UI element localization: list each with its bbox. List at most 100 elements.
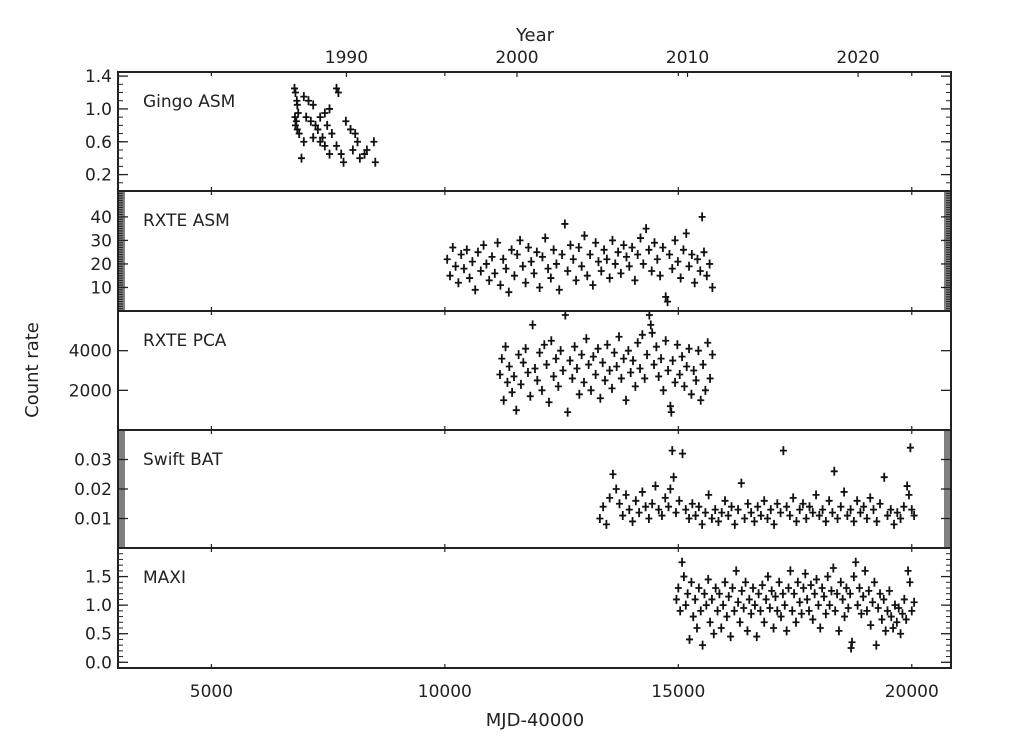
data-point [872,640,880,650]
data-point [635,508,643,518]
data-point [639,259,647,269]
data-point [354,137,362,147]
data-point [629,356,637,366]
data-point [825,496,833,506]
data-point [783,626,791,636]
data-point [599,502,607,512]
data-point [669,356,677,366]
data-point [671,377,679,387]
data-point [613,362,621,372]
data-point [620,354,628,364]
data-point [679,245,687,255]
data-point [846,589,854,599]
data-point [794,577,802,587]
data-point [614,247,622,257]
panel-label: Swift BAT [143,450,223,470]
data-point [876,499,884,509]
data-point [900,594,908,604]
data-point [905,490,913,500]
panel-rxte-pca: 2000 4000 RXTE PCA [69,310,952,431]
data-point [883,606,891,616]
data-point [629,516,637,526]
data-point [728,583,736,593]
data-point [679,449,687,459]
data-point [734,597,742,607]
data-point [670,472,678,482]
data-point [672,508,680,518]
data-point [680,572,688,582]
data-point [676,369,684,379]
data-point [454,278,462,288]
data-point [847,643,855,653]
data-point [496,369,504,379]
data-point [499,254,507,264]
data-point [647,320,655,330]
data-point [878,614,886,624]
data-point [850,516,858,526]
data-point [606,366,614,375]
data-point [781,600,789,610]
data-point [839,594,847,604]
data-point [661,493,669,503]
data-point [700,247,708,257]
data-point [887,612,895,622]
data-point [628,242,636,252]
y-tick-label: 10 [90,278,112,298]
data-point [668,446,676,456]
data-point [866,493,874,503]
data-point [818,583,826,593]
data-point [687,577,695,587]
data-point [728,502,736,512]
y-tick-label: 0.0 [85,653,112,673]
data-point [650,360,658,370]
data-point [293,100,301,110]
data-point [685,514,693,523]
data-point [643,350,651,360]
data-point [687,389,695,399]
data-point [558,250,566,260]
data-point [895,603,903,613]
top-tick-label: 2020 [836,48,879,68]
data-point [674,583,682,593]
data-point [900,502,908,512]
data-point [725,592,733,602]
data-point [785,583,793,593]
data-point [449,242,457,252]
data-point [302,112,310,122]
data-point [510,371,518,381]
data-point [452,261,460,271]
data-point [608,235,616,245]
data-point [816,623,824,633]
data-point [777,612,785,622]
data-point [460,264,468,274]
data-point [300,92,308,102]
data-point [853,496,861,506]
data-point [446,271,454,281]
data-point [684,589,692,599]
y-tick-label: 0.5 [85,625,112,645]
data-point [594,344,602,354]
data-point [636,233,644,243]
data-point [510,271,518,281]
data-point [466,273,474,283]
data-point [612,484,620,494]
data-point [738,586,746,596]
data-point [370,137,378,147]
data-point [843,511,851,521]
data-point [516,235,524,245]
data-point [468,257,476,267]
data-point [620,240,628,250]
data-point [721,496,729,506]
data-point [566,240,574,250]
data-point [766,603,774,613]
data-point [732,566,740,576]
data-point [767,505,775,515]
data-point [538,385,546,395]
data-point [641,373,649,383]
data-point [708,282,716,292]
data-point [582,334,590,344]
data-point [704,574,712,584]
data-point [482,259,490,269]
data-point [531,364,539,374]
data-point [599,358,607,368]
